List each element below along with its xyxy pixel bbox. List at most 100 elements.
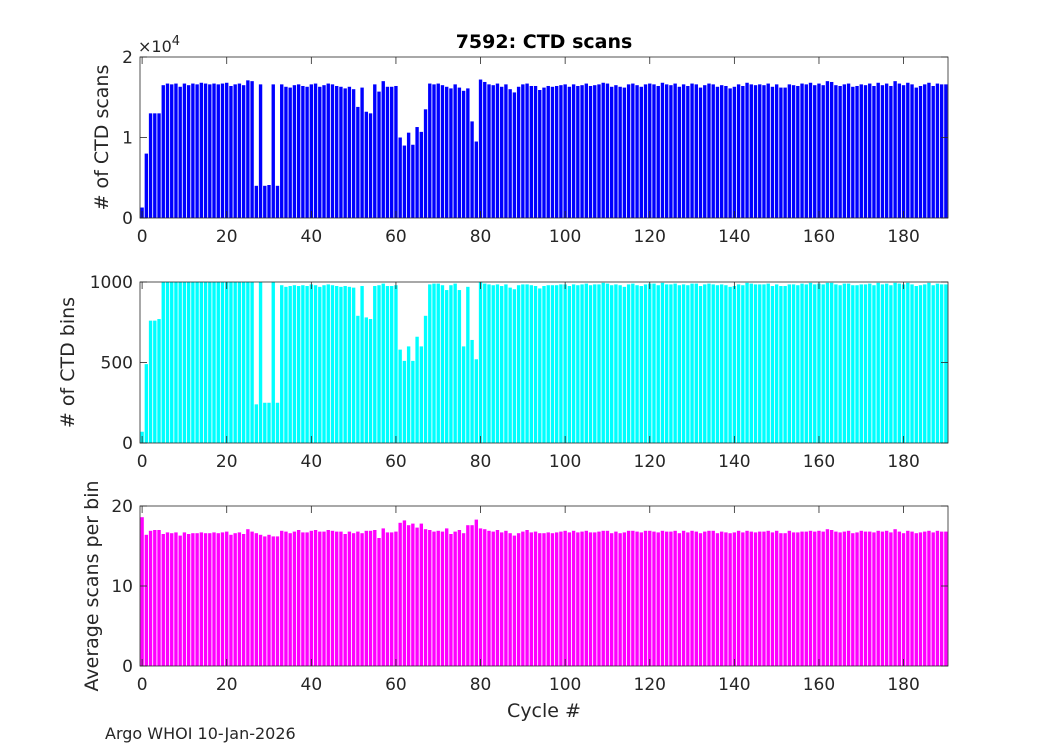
- bar-118: [639, 532, 643, 666]
- x-axis-label: Cycle #: [507, 700, 581, 722]
- bar-22: [233, 533, 237, 666]
- bar-141: [736, 284, 741, 443]
- bar-39: [305, 532, 309, 666]
- bar-141: [736, 84, 741, 219]
- bar-138: [724, 85, 728, 218]
- bar-25: [246, 282, 250, 443]
- bar-37: [296, 530, 301, 666]
- y-axis-label: # of CTD bins: [57, 297, 79, 428]
- bar-167: [846, 283, 851, 443]
- bar-13: [195, 533, 199, 666]
- bar-136: [715, 285, 720, 443]
- bar-69: [432, 531, 436, 666]
- bar-112: [614, 284, 618, 443]
- bar-181: [906, 282, 910, 443]
- bar-23: [237, 83, 242, 218]
- bar-99: [559, 85, 563, 219]
- bar-96: [546, 285, 550, 443]
- bar-104: [580, 531, 584, 666]
- bar-18: [216, 84, 220, 219]
- bar-48: [343, 88, 347, 218]
- bar-133: [703, 284, 707, 443]
- bar-156: [800, 283, 804, 443]
- panel-3: 0 20 40 60 80 100 120 140 160 180 0 10 20 Average sca…: [81, 480, 949, 722]
- bar-182: [910, 284, 914, 443]
- bar-109: [601, 82, 605, 218]
- bar-88: [512, 289, 517, 443]
- bar-93: [533, 286, 538, 443]
- x-tick-label: 60: [385, 227, 407, 247]
- bar-8: [174, 532, 178, 666]
- x-tick-label: 0: [137, 452, 148, 472]
- bar-145: [753, 532, 758, 666]
- bar-88: [512, 535, 517, 666]
- bar-63: [406, 525, 411, 666]
- bar-56: [377, 91, 381, 218]
- bar-158: [808, 530, 813, 666]
- bar-76: [461, 90, 466, 218]
- bar-34: [284, 531, 288, 666]
- bar-176: [884, 83, 889, 218]
- bar-92: [529, 285, 533, 443]
- bar-80: [478, 528, 483, 666]
- bar-123: [660, 82, 665, 218]
- bar-98: [555, 285, 559, 443]
- bar-189: [939, 284, 944, 443]
- bar-164: [834, 85, 838, 219]
- bar-170: [859, 530, 863, 666]
- bar-45: [330, 530, 335, 666]
- bar-1: [144, 534, 149, 666]
- bar-78: [470, 525, 474, 666]
- bar-181: [906, 530, 910, 666]
- bar-143: [745, 282, 749, 443]
- bar-56: [377, 538, 381, 666]
- x-tick-label: 0: [137, 227, 148, 247]
- bar-41: [313, 530, 318, 666]
- bar-128: [681, 284, 686, 443]
- x-tick-label: 140: [718, 452, 750, 472]
- bar-2: [148, 530, 153, 666]
- bar-76: [461, 346, 466, 443]
- bar-5: [161, 534, 165, 666]
- bar-20: [225, 82, 229, 218]
- bar-68: [428, 284, 432, 443]
- bar-129: [686, 532, 690, 666]
- bar-161: [821, 284, 825, 443]
- bar-25: [246, 80, 250, 218]
- bar-127: [677, 86, 682, 218]
- bar-107: [593, 284, 597, 443]
- bar-95: [542, 533, 546, 666]
- bar-166: [842, 531, 847, 666]
- bar-87: [508, 89, 512, 218]
- bar-164: [834, 284, 838, 443]
- bar-174: [876, 530, 880, 666]
- bar-91: [525, 284, 529, 443]
- panel-2: 0 20 40 60 80 100 120 140 160 180 0 500 1000 # of CTD…: [57, 273, 949, 472]
- bar-11: [186, 85, 191, 219]
- x-tick-label: 100: [549, 452, 581, 472]
- bar-19: [220, 282, 225, 443]
- bar-183: [914, 286, 918, 443]
- bar-119: [643, 530, 648, 666]
- bar-24: [241, 282, 246, 443]
- bar-94: [538, 288, 542, 443]
- bar-21: [229, 534, 233, 666]
- bar-134: [707, 283, 711, 443]
- bar-82: [487, 530, 491, 666]
- bar-189: [939, 84, 944, 219]
- bar-82: [487, 84, 491, 219]
- bar-135: [711, 530, 715, 666]
- bar-51: [356, 315, 360, 443]
- bar-81: [483, 529, 487, 666]
- bar-189: [939, 531, 944, 666]
- bar-115: [626, 84, 631, 219]
- bar-171: [863, 85, 868, 219]
- bar-64: [411, 360, 415, 443]
- bar-42: [318, 531, 322, 666]
- bar-141: [736, 530, 741, 666]
- bar-155: [796, 85, 800, 218]
- bar-72: [445, 86, 449, 218]
- bar-180: [901, 85, 906, 219]
- bar-74: [453, 84, 457, 219]
